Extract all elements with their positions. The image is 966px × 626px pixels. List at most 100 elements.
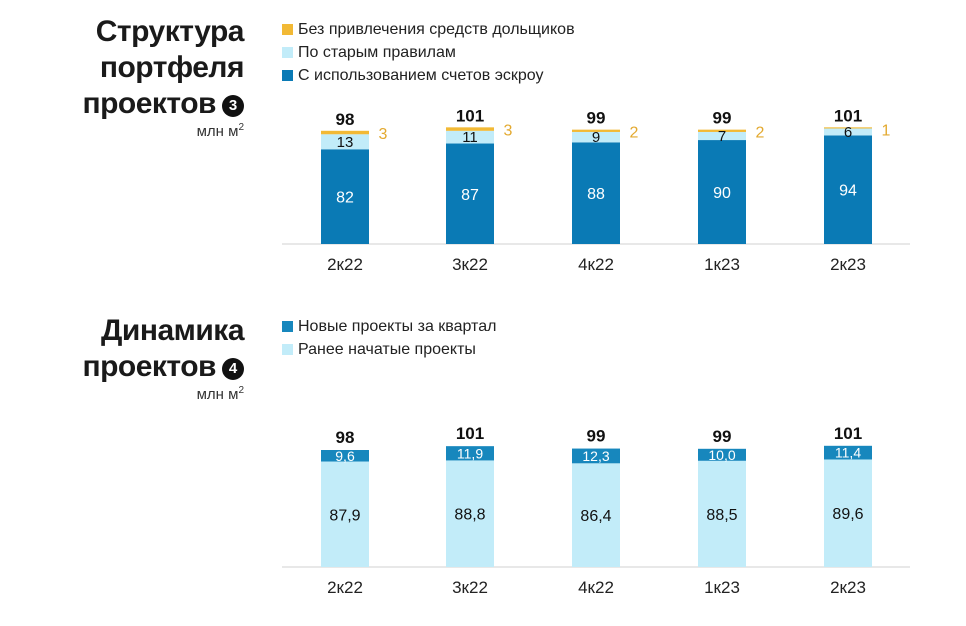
chart1-title-line-2: портфеля [99,51,245,84]
data-label-old-rules: 11 [462,129,478,146]
bar-segment-old-rules [824,128,872,136]
total-label: 101 [456,106,484,125]
x-tick-label: 1к23 [704,578,740,597]
bar-segment-old-rules [446,130,494,144]
bar-segment-no-funds [824,127,872,129]
chart1-legend-item: Без привлечения средств дольщиков [282,18,575,41]
data-label-earlier-projects: 86,4 [580,508,611,525]
bar-segment-earlier-projects [698,460,746,567]
data-label-escrow: 90 [713,185,731,202]
data-label-old-rules: 7 [718,128,726,145]
bar-segment-escrow [321,149,369,244]
data-label-new-projects: 11,9 [457,445,483,461]
bar-segment-escrow [824,135,872,244]
data-label-escrow: 88 [587,186,605,203]
bar-segment-new-projects [698,448,746,461]
x-tick-label: 2к23 [830,255,866,274]
chart2-title-line-1: Динамика [101,314,244,347]
data-label-old-rules: 9 [592,129,600,146]
chart1-legend: Без привлечения средств дольщиков По ста… [282,18,575,87]
data-label-earlier-projects: 88,8 [454,507,485,524]
chart1-legend-label: По старым правилам [298,43,456,61]
chart1-legend-item: С использованием счетов эскроу [282,64,575,87]
chart1-legend-label: Без привлечения средств дольщиков [298,20,575,38]
total-label: 101 [834,424,862,443]
total-label: 101 [834,106,862,125]
chart2-legend-label: Новые проекты за квартал [298,317,497,335]
chart1-legend-swatch [282,70,293,81]
x-tick-label: 3к22 [452,578,488,597]
data-label-new-projects: 11,4 [835,445,861,461]
x-tick-label: 2к22 [327,255,363,274]
x-tick-label: 4к22 [578,255,614,274]
total-label: 101 [456,424,484,443]
data-label-escrow: 87 [461,187,479,204]
data-label-earlier-projects: 88,5 [706,507,737,524]
chart2-legend: Новые проекты за квартал Ранее начатые п… [282,315,496,361]
data-label-old-rules: 13 [337,134,354,151]
chart2-badge: 4 [222,358,244,380]
data-label-no-funds: 2 [756,125,765,142]
chart1-legend-swatch [282,47,293,58]
chart1-plot: 82 13 3 98 2к22 87 11 3 101 3к22 88 9 2 99 4к22 90 7 2 99 1… [282,106,910,274]
bar-segment-no-funds [572,129,620,132]
bar-segment-no-funds [446,127,494,131]
x-tick-label: 3к22 [452,255,488,274]
chart1-title-line-3: проектов [82,87,216,120]
bar-segment-earlier-projects [824,459,872,567]
chart1-title-line-1: Структура [95,15,245,48]
bar-segment-earlier-projects [321,461,369,567]
chart1-unit: млн м2 [197,122,244,140]
bar-segment-old-rules [572,131,620,143]
chart2-legend-item: Ранее начатые проекты [282,338,496,361]
chart2-legend-label: Ранее начатые проекты [298,340,476,358]
total-label: 99 [587,109,606,128]
total-label: 99 [713,109,732,128]
data-label-old-rules: 6 [844,124,852,141]
chart2-plot: 87,9 9,698 2к22 88,8 11,9 101 3к22 86,4 12,3 99 4к… [282,424,910,597]
chart1-title: Структура портфеля проектов 3 [82,14,244,122]
chart1-unit-text: млн м [196,123,239,140]
chart2-legend-swatch [282,344,293,355]
x-tick-label: 4к22 [578,578,614,597]
bar-segment-escrow [698,140,746,244]
bar-segment-new-projects [824,445,872,460]
chart1-badge: 3 [222,95,244,117]
chart2-unit: млн м2 [197,385,244,403]
data-label-no-funds: 3 [504,122,513,139]
chart2-title-line-2: проектов [82,350,216,383]
chart2-unit-text: млн м [196,386,239,403]
total-label: 98 [336,428,355,447]
chart1-legend-item: По старым правилам [282,41,575,64]
chart2-unit-sup: 2 [238,385,244,396]
x-tick-label: 2к22 [327,578,363,597]
bar-segment-earlier-projects [572,463,620,567]
bar-segment-new-projects [446,446,494,461]
bar-segment-no-funds [321,130,369,135]
data-label-escrow: 82 [336,190,354,207]
x-tick-label: 2к23 [830,578,866,597]
data-label-no-funds: 2 [630,125,639,142]
chart1-legend-swatch [282,24,293,35]
bar-segment-new-projects [572,448,620,464]
bar-segment-new-projects [321,450,369,462]
data-label-new-projects: 12,3 [582,448,609,464]
total-label: 99 [713,427,732,446]
chart2-title: Динамика проектов 4 [82,313,244,385]
data-label-escrow: 94 [839,183,857,200]
data-label-no-funds: 3 [379,126,388,143]
chart1-unit-sup: 2 [238,122,244,133]
x-tick-label: 1к23 [704,255,740,274]
bar-segment-escrow [572,142,620,244]
bar-segment-earlier-projects [446,460,494,567]
data-label-new-projects: 9,6 [335,448,355,464]
chart2-legend-swatch [282,321,293,332]
data-label-no-funds: 1 [882,122,891,139]
bar-segment-old-rules [321,134,369,150]
total-label: 98 [336,110,355,129]
bar-segment-no-funds [698,129,746,132]
data-label-new-projects: 10,0 [708,447,735,463]
data-label-earlier-projects: 87,9 [329,507,360,524]
chart1-legend-label: С использованием счетов эскроу [298,66,544,84]
bar-segment-old-rules [698,131,746,141]
